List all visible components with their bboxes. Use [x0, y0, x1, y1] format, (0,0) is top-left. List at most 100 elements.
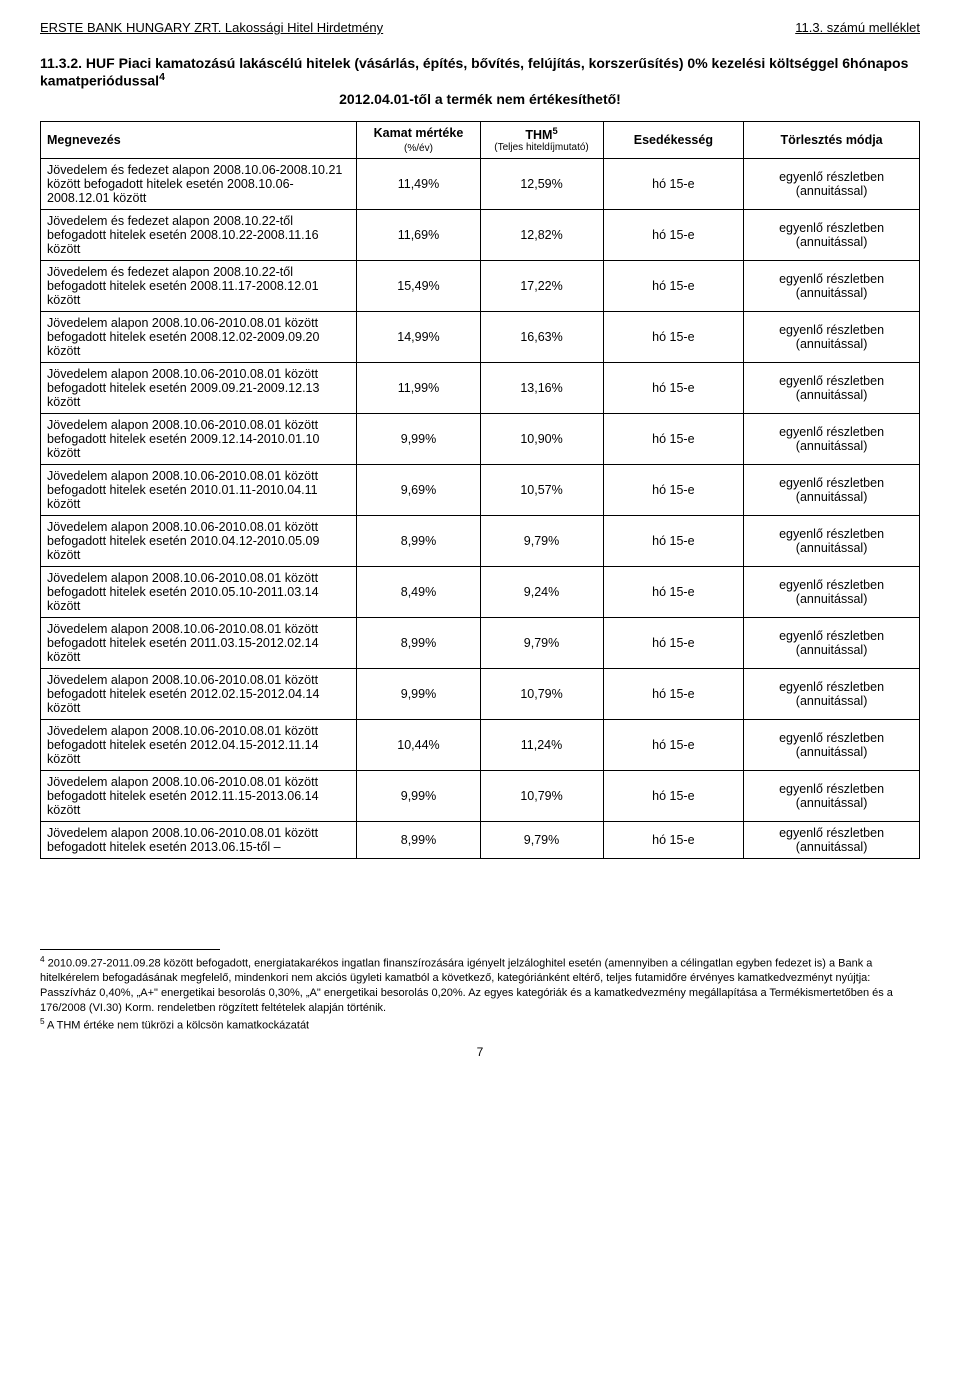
fn4-text: 2010.09.27-2011.09.28 között befogadott,… — [40, 957, 893, 1014]
cell-esed: hó 15-e — [603, 668, 744, 719]
cell-megnevezes: Jövedelem alapon 2008.10.06-2010.08.01 k… — [41, 770, 357, 821]
cell-megnevezes: Jövedelem és fedezet alapon 2008.10.22-t… — [41, 209, 357, 260]
footnote-4: 4 2010.09.27-2011.09.28 között befogadot… — [40, 954, 920, 1016]
cell-kamat: 14,99% — [357, 311, 480, 362]
cell-torlesztes: egyenlő részletben (annuitással) — [744, 566, 920, 617]
cell-thm: 9,79% — [480, 617, 603, 668]
cell-esed: hó 15-e — [603, 311, 744, 362]
cell-esed: hó 15-e — [603, 158, 744, 209]
cell-kamat: 9,99% — [357, 770, 480, 821]
cell-esed: hó 15-e — [603, 260, 744, 311]
cell-torlesztes: egyenlő részletben (annuitással) — [744, 413, 920, 464]
header-left: ERSTE BANK HUNGARY ZRT. Lakossági Hitel … — [40, 20, 383, 35]
table-row: Jövedelem és fedezet alapon 2008.10.22-t… — [41, 209, 920, 260]
table-row: Jövedelem alapon 2008.10.06-2010.08.01 k… — [41, 566, 920, 617]
section-number-text: 11.3.2. HUF Piaci kamatozású lakáscélú h… — [40, 55, 908, 89]
cell-kamat: 8,99% — [357, 515, 480, 566]
cell-kamat: 8,49% — [357, 566, 480, 617]
table-row: Jövedelem és fedezet alapon 2008.10.22-t… — [41, 260, 920, 311]
page-header: ERSTE BANK HUNGARY ZRT. Lakossági Hitel … — [40, 20, 920, 35]
table-row: Jövedelem alapon 2008.10.06-2010.08.01 k… — [41, 362, 920, 413]
cell-torlesztes: egyenlő részletben (annuitással) — [744, 464, 920, 515]
cell-kamat: 11,69% — [357, 209, 480, 260]
table-header-row: Megnevezés Kamat mértéke (%/év) THM5 (Te… — [41, 121, 920, 158]
cell-kamat: 11,99% — [357, 362, 480, 413]
cell-megnevezes: Jövedelem alapon 2008.10.06-2010.08.01 k… — [41, 413, 357, 464]
cell-esed: hó 15-e — [603, 770, 744, 821]
cell-thm: 9,79% — [480, 515, 603, 566]
cell-esed: hó 15-e — [603, 464, 744, 515]
table-row: Jövedelem alapon 2008.10.06-2010.08.01 k… — [41, 413, 920, 464]
rates-table: Megnevezés Kamat mértéke (%/év) THM5 (Te… — [40, 121, 920, 859]
cell-thm: 17,22% — [480, 260, 603, 311]
cell-esed: hó 15-e — [603, 566, 744, 617]
cell-kamat: 11,49% — [357, 158, 480, 209]
th-esedekesseg: Esedékesség — [603, 121, 744, 158]
section-footnote-ref: 4 — [159, 71, 165, 83]
cell-torlesztes: egyenlő részletben (annuitással) — [744, 617, 920, 668]
cell-thm: 13,16% — [480, 362, 603, 413]
cell-esed: hó 15-e — [603, 821, 744, 858]
cell-esed: hó 15-e — [603, 209, 744, 260]
table-body: Jövedelem és fedezet alapon 2008.10.06-2… — [41, 158, 920, 858]
section-title: 11.3.2. HUF Piaci kamatozású lakáscélú h… — [40, 55, 920, 89]
cell-thm: 16,63% — [480, 311, 603, 362]
cell-torlesztes: egyenlő részletben (annuitással) — [744, 770, 920, 821]
cell-thm: 12,59% — [480, 158, 603, 209]
footnote-rule — [40, 949, 220, 950]
cell-megnevezes: Jövedelem alapon 2008.10.06-2010.08.01 k… — [41, 311, 357, 362]
th-megnevezes: Megnevezés — [41, 121, 357, 158]
cell-megnevezes: Jövedelem és fedezet alapon 2008.10.06-2… — [41, 158, 357, 209]
cell-kamat: 8,99% — [357, 821, 480, 858]
th-torlesztes: Törlesztés módja — [744, 121, 920, 158]
table-row: Jövedelem alapon 2008.10.06-2010.08.01 k… — [41, 719, 920, 770]
cell-megnevezes: Jövedelem alapon 2008.10.06-2010.08.01 k… — [41, 668, 357, 719]
cell-esed: hó 15-e — [603, 362, 744, 413]
cell-torlesztes: egyenlő részletben (annuitással) — [744, 209, 920, 260]
table-row: Jövedelem alapon 2008.10.06-2010.08.01 k… — [41, 464, 920, 515]
cell-esed: hó 15-e — [603, 515, 744, 566]
th-thm-sup: 5 — [552, 126, 557, 136]
header-right: 11.3. számú melléklet — [795, 20, 920, 35]
table-row: Jövedelem alapon 2008.10.06-2010.08.01 k… — [41, 515, 920, 566]
cell-megnevezes: Jövedelem alapon 2008.10.06-2010.08.01 k… — [41, 821, 357, 858]
cell-torlesztes: egyenlő részletben (annuitással) — [744, 260, 920, 311]
cell-torlesztes: egyenlő részletben (annuitással) — [744, 158, 920, 209]
page-number: 7 — [40, 1045, 920, 1059]
th-kamat-sub: (%/év) — [404, 143, 433, 154]
cell-megnevezes: Jövedelem alapon 2008.10.06-2010.08.01 k… — [41, 464, 357, 515]
footnote-5: 5 A THM értéke nem tükrözi a kölcsön kam… — [40, 1016, 920, 1034]
cell-kamat: 9,99% — [357, 668, 480, 719]
cell-thm: 10,57% — [480, 464, 603, 515]
cell-torlesztes: egyenlő részletben (annuitással) — [744, 719, 920, 770]
cell-esed: hó 15-e — [603, 617, 744, 668]
cell-torlesztes: egyenlő részletben (annuitással) — [744, 668, 920, 719]
cell-thm: 11,24% — [480, 719, 603, 770]
cell-thm: 9,24% — [480, 566, 603, 617]
cell-thm: 10,79% — [480, 770, 603, 821]
th-kamat: Kamat mértéke (%/év) — [357, 121, 480, 158]
cell-torlesztes: egyenlő részletben (annuitással) — [744, 362, 920, 413]
cell-thm: 10,79% — [480, 668, 603, 719]
cell-megnevezes: Jövedelem alapon 2008.10.06-2010.08.01 k… — [41, 515, 357, 566]
footnotes: 4 2010.09.27-2011.09.28 között befogadot… — [40, 949, 920, 1034]
th-thm-sub: (Teljes hiteldíjmutató) — [487, 142, 597, 153]
cell-torlesztes: egyenlő részletben (annuitással) — [744, 515, 920, 566]
table-row: Jövedelem alapon 2008.10.06-2010.08.01 k… — [41, 821, 920, 858]
cell-kamat: 15,49% — [357, 260, 480, 311]
cell-kamat: 10,44% — [357, 719, 480, 770]
table-row: Jövedelem alapon 2008.10.06-2010.08.01 k… — [41, 311, 920, 362]
cell-thm: 10,90% — [480, 413, 603, 464]
cell-torlesztes: egyenlő részletben (annuitással) — [744, 821, 920, 858]
cell-esed: hó 15-e — [603, 719, 744, 770]
cell-megnevezes: Jövedelem és fedezet alapon 2008.10.22-t… — [41, 260, 357, 311]
th-thm: THM5 (Teljes hiteldíjmutató) — [480, 121, 603, 158]
cell-thm: 12,82% — [480, 209, 603, 260]
cell-kamat: 9,99% — [357, 413, 480, 464]
cell-kamat: 9,69% — [357, 464, 480, 515]
fn5-text: A THM értéke nem tükrözi a kölcsön kamat… — [45, 1019, 310, 1031]
cell-kamat: 8,99% — [357, 617, 480, 668]
section-subtitle: 2012.04.01-től a termék nem értékesíthet… — [40, 91, 920, 107]
cell-thm: 9,79% — [480, 821, 603, 858]
cell-megnevezes: Jövedelem alapon 2008.10.06-2010.08.01 k… — [41, 566, 357, 617]
